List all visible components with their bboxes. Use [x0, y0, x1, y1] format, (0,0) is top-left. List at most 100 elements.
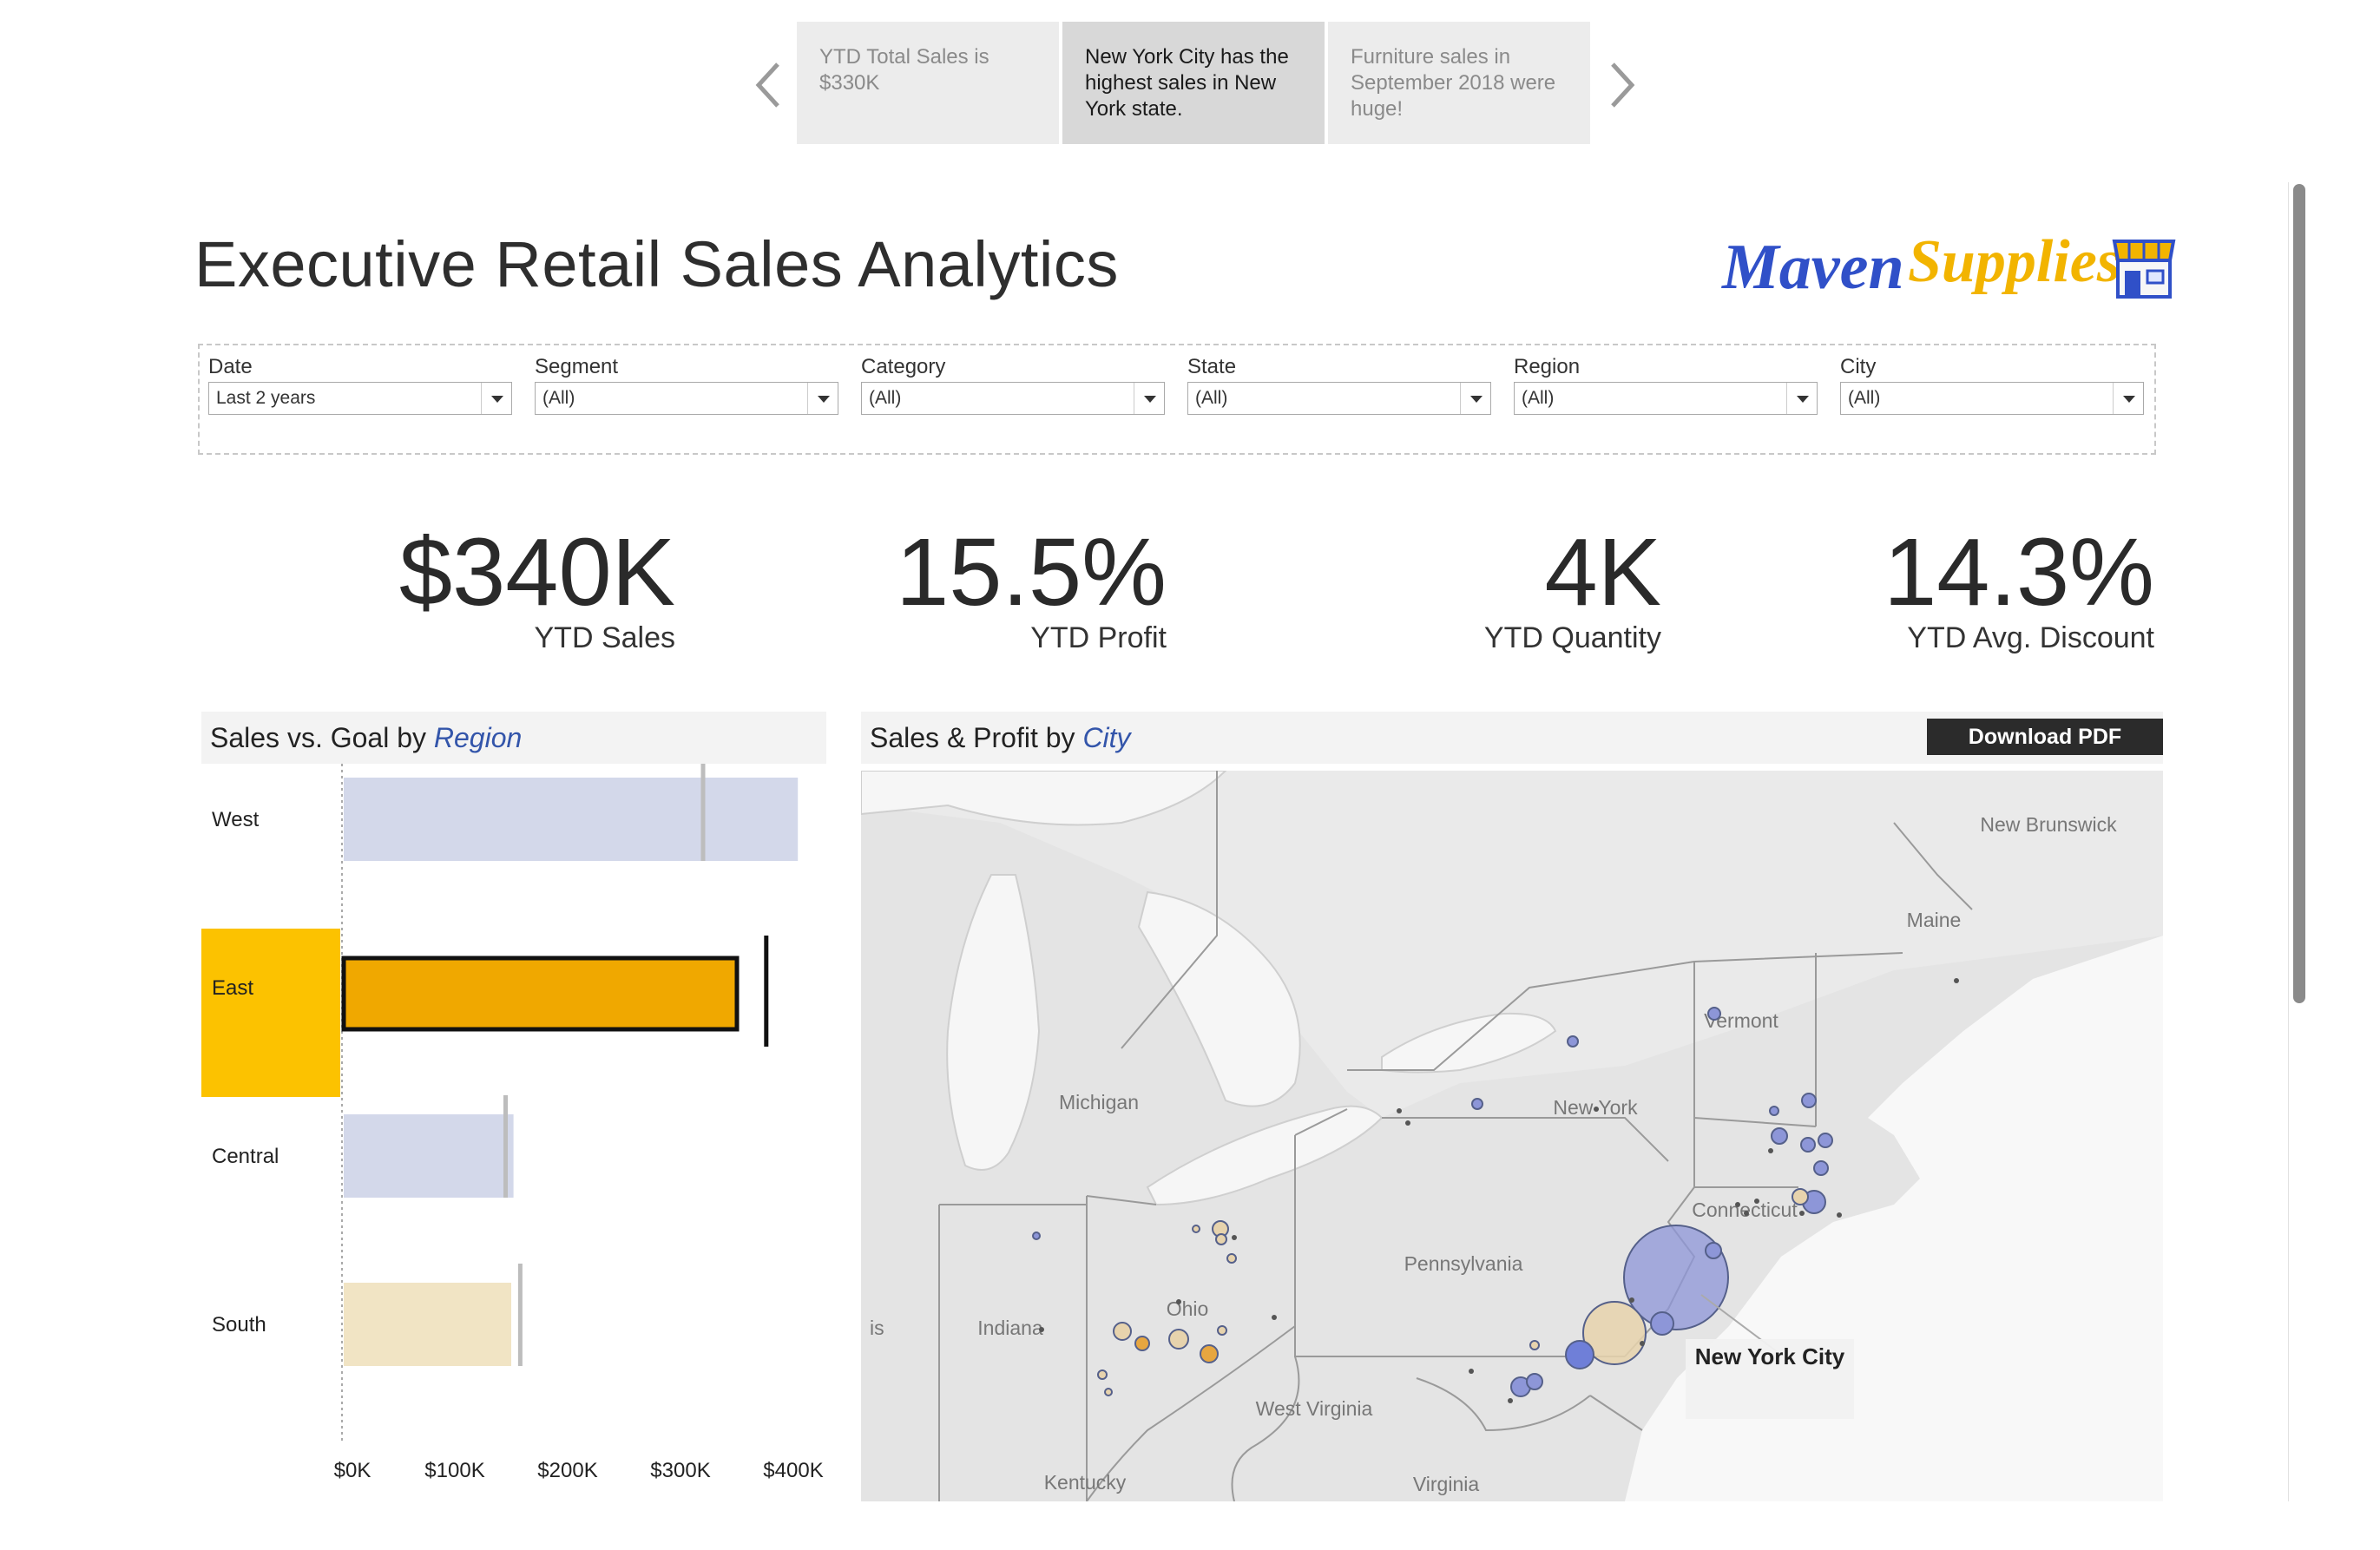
download-pdf-button[interactable]: Download PDF	[1927, 719, 2163, 755]
city-bubble	[1200, 1344, 1219, 1363]
kpi-value: $340K	[398, 519, 675, 626]
sales-goal-header-prefix: Sales vs. Goal by	[210, 722, 426, 753]
sales-goal-header: Sales vs. Goal by Region	[201, 712, 826, 764]
city-bubble	[1567, 1035, 1579, 1048]
filter-category-select[interactable]: (All)	[861, 382, 1165, 415]
filter-date-label: Date	[208, 355, 253, 378]
city-bubble	[1800, 1137, 1816, 1153]
story-point-2[interactable]: New York City has the highest sales in N…	[1062, 22, 1325, 144]
city-bubble	[1168, 1329, 1189, 1350]
sales-bar-central	[344, 1114, 514, 1198]
city-bubble-new-york-city	[1623, 1225, 1729, 1330]
scrollbar-thumb[interactable]	[2293, 184, 2305, 1003]
lake-erie	[1146, 1105, 1384, 1206]
chevron-down-icon[interactable]	[1134, 383, 1164, 414]
city-bubble	[1582, 1301, 1647, 1365]
filter-region-select[interactable]: (All)	[1514, 382, 1818, 415]
chevron-down-icon[interactable]	[807, 383, 838, 414]
city-bubble	[1813, 1160, 1829, 1176]
sales-profit-map[interactable]: New Brunswick Maine Vermont New York Mic…	[861, 771, 2163, 1501]
sales-vs-goal-chart: West East Central South $0K $100K $200K $300K $4…	[201, 764, 824, 1482]
filter-state: State (All)	[1187, 352, 1491, 415]
city-bubble	[1192, 1225, 1200, 1233]
filter-city: City (All)	[1840, 352, 2144, 415]
filter-date: Date Last 2 years	[208, 352, 512, 415]
place-west-virginia: West Virginia	[1256, 1397, 1373, 1420]
place-connecticut: Connecticut	[1692, 1199, 1798, 1221]
kpi-value: 14.3%	[1884, 519, 2154, 626]
city-bubble	[1769, 1106, 1779, 1116]
x-tick-label: $300K	[650, 1459, 710, 1482]
logo-text-maven: Maven	[1721, 232, 1904, 303]
filter-category: Category (All)	[861, 352, 1165, 415]
filter-city-label: City	[1840, 355, 1877, 378]
city-bubble	[1104, 1388, 1113, 1396]
sales-bar-west	[344, 778, 799, 861]
chevron-down-icon[interactable]	[481, 383, 511, 414]
region-highlight	[201, 929, 340, 1097]
kpi-value: 4K	[1544, 519, 1661, 626]
filter-segment: Segment (All)	[535, 352, 838, 415]
filter-segment-label: Segment	[535, 355, 619, 378]
filter-region-label: Region	[1514, 355, 1581, 378]
sales-goal-header-field[interactable]: Region	[433, 722, 523, 753]
filter-state-select[interactable]: (All)	[1187, 382, 1491, 415]
story-point-3[interactable]: Furniture sales in September 2018 were h…	[1328, 22, 1590, 144]
x-tick-label: $100K	[424, 1459, 484, 1482]
small-city-dots	[1039, 978, 1959, 1403]
kpi-label: YTD Profit	[1030, 621, 1167, 654]
map-canada	[861, 771, 2163, 1118]
x-tick-label: $0K	[334, 1459, 371, 1482]
chevron-down-icon[interactable]	[1460, 383, 1490, 414]
kpi-label: YTD Avg. Discount	[1907, 621, 2154, 654]
city-bubble	[1471, 1098, 1483, 1110]
lake-michigan	[946, 874, 1041, 1171]
filter-segment-select[interactable]: (All)	[535, 382, 838, 415]
region-label-central: Central	[212, 1145, 279, 1168]
story-prev-icon[interactable]	[752, 59, 786, 111]
map-header-field[interactable]: City	[1082, 722, 1131, 753]
filter-panel: Date Last 2 years Segment (All) Category…	[198, 344, 2156, 455]
place-maine: Maine	[1907, 909, 1962, 931]
kpi-ytd-quantity: 4K YTD Quantity	[1354, 521, 1661, 655]
chevron-down-icon[interactable]	[1786, 383, 1817, 414]
city-bubble	[1113, 1322, 1132, 1341]
city-bubble	[1032, 1231, 1041, 1240]
region-label-west: West	[212, 808, 260, 831]
city-bubble	[1818, 1133, 1833, 1148]
kpi-ytd-avg-discount: 14.3% YTD Avg. Discount	[1823, 521, 2154, 655]
city-bubble	[1707, 1007, 1721, 1021]
place-kentucky: Kentucky	[1044, 1471, 1127, 1494]
city-tooltip-label: New York City	[1694, 1343, 1845, 1369]
kpi-ytd-profit: 15.5% YTD Profit	[851, 521, 1167, 655]
filter-date-select[interactable]: Last 2 years	[208, 382, 512, 415]
place-virginia: Virginia	[1413, 1473, 1479, 1495]
kpi-label: YTD Sales	[534, 621, 676, 654]
city-bubble	[1650, 1311, 1674, 1336]
lake-superior	[861, 771, 1227, 826]
filter-region: Region (All)	[1514, 352, 1818, 415]
region-label-east: East	[212, 976, 253, 1000]
kpi-value: 15.5%	[896, 519, 1167, 626]
x-tick-label: $200K	[537, 1459, 597, 1482]
x-tick-label: $400K	[763, 1459, 823, 1482]
chevron-down-icon[interactable]	[2113, 383, 2143, 414]
scrollbar-track[interactable]	[2288, 182, 2306, 1501]
city-bubble	[1705, 1242, 1722, 1259]
city-bubbles	[1032, 1007, 1833, 1397]
story-point-1[interactable]: YTD Total Sales is $330K	[797, 22, 1059, 144]
city-bubble	[1526, 1373, 1543, 1390]
city-bubble	[1134, 1336, 1150, 1351]
story-next-icon[interactable]	[1604, 59, 1639, 111]
place-pennsylvania: Pennsylvania	[1404, 1252, 1523, 1275]
filter-city-select[interactable]: (All)	[1840, 382, 2144, 415]
filter-category-label: Category	[861, 355, 946, 378]
kpi-label: YTD Quantity	[1483, 621, 1661, 654]
place-indiana: Indiana	[977, 1317, 1043, 1339]
city-tooltip	[1686, 1339, 1854, 1419]
place-ohio: Ohio	[1167, 1297, 1209, 1320]
sales-bar-east	[341, 956, 740, 1032]
city-bubble	[1792, 1188, 1809, 1205]
city-bubble	[1565, 1340, 1594, 1369]
lake-ontario	[1381, 1012, 1557, 1074]
